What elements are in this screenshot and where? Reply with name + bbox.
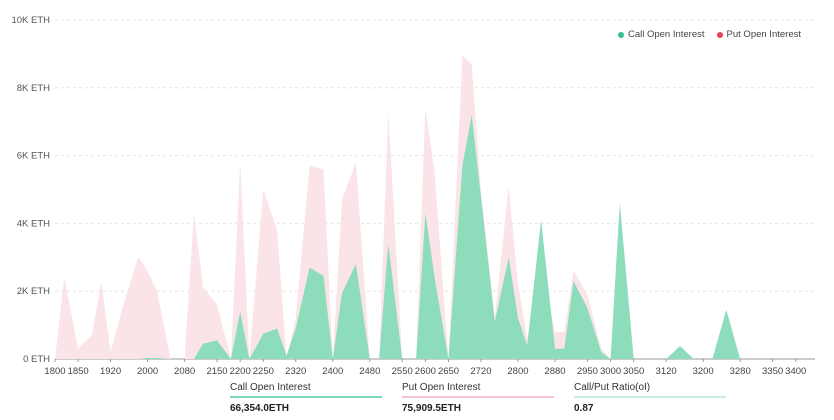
- put-legend-dot: [716, 31, 723, 38]
- x-tick-label: 2400: [322, 366, 343, 377]
- x-tick-label: 2480: [359, 366, 380, 377]
- call-oi-underline: [230, 396, 382, 398]
- x-tick-label: 2150: [206, 366, 227, 377]
- x-tick-label: 3350: [762, 366, 783, 377]
- x-tick-label: 2250: [253, 366, 274, 377]
- y-tick-label: 2K ETH: [17, 286, 50, 297]
- call-oi-stat: Call Open Interest 66,354.0ETH: [230, 382, 382, 414]
- put-oi-label: Put Open Interest: [402, 382, 481, 393]
- legend-item-call[interactable]: Call Open Interest: [617, 29, 705, 40]
- put-oi-underline: [402, 396, 554, 398]
- x-tick-label: 1800: [44, 366, 65, 377]
- x-tick-label: 2880: [544, 366, 565, 377]
- put-oi-value: 75,909.5ETH: [402, 403, 461, 414]
- x-tick-label: 2720: [470, 366, 491, 377]
- x-tick-label: 3200: [693, 366, 714, 377]
- y-tick-label: 8K ETH: [17, 83, 50, 94]
- put-oi-stat: Put Open Interest 75,909.5ETH: [402, 382, 554, 414]
- chart-legend: Call Open Interest Put Open Interest: [617, 29, 801, 40]
- x-tick-label: 2080: [174, 366, 195, 377]
- x-tick-label: 2650: [438, 366, 459, 377]
- ratio-underline: [574, 396, 726, 398]
- y-tick-label: 0 ETH: [23, 354, 50, 365]
- x-tick-label: 2320: [285, 366, 306, 377]
- legend-label-put: Put Open Interest: [726, 29, 801, 40]
- legend-item-put[interactable]: Put Open Interest: [716, 29, 801, 40]
- oi-chart: 0 ETH 2K ETH 4K ETH 6K ETH 8K ETH 10K ETH 1800…: [11, 15, 815, 377]
- legend-label-call: Call Open Interest: [627, 29, 705, 40]
- x-tick-label: 3120: [656, 366, 677, 377]
- x-tick-label: 2200: [230, 366, 251, 377]
- x-tick-label: 1850: [68, 366, 89, 377]
- ratio-label: Call/Put Ratio(oI): [574, 382, 651, 393]
- x-tick-label: 2000: [137, 366, 158, 377]
- call-oi-value: 66,354.0ETH: [230, 403, 289, 414]
- call-oi-label: Call Open Interest: [230, 382, 311, 393]
- x-tick-label: 2550: [392, 366, 413, 377]
- y-tick-label: 10K ETH: [11, 15, 50, 26]
- summary-stats: Call Open Interest 66,354.0ETH Put Open …: [230, 382, 726, 414]
- x-tick-label: 2800: [507, 366, 528, 377]
- ratio-stat: Call/Put Ratio(oI) 0.87: [574, 382, 726, 414]
- x-tick-label: 3280: [730, 366, 751, 377]
- ratio-value: 0.87: [574, 403, 594, 414]
- x-tick-label: 1920: [100, 366, 121, 377]
- y-tick-label: 4K ETH: [17, 218, 50, 229]
- x-tick-label: 2600: [415, 366, 436, 377]
- y-tick-label: 6K ETH: [17, 151, 50, 162]
- x-tick-label: 2950: [577, 366, 598, 377]
- x-tick-label: 3400: [785, 366, 806, 377]
- call-oi-area: [55, 114, 805, 360]
- x-tick-label: 3000: [600, 366, 621, 377]
- call-legend-dot: [617, 31, 624, 38]
- x-tick-label: 3050: [623, 366, 644, 377]
